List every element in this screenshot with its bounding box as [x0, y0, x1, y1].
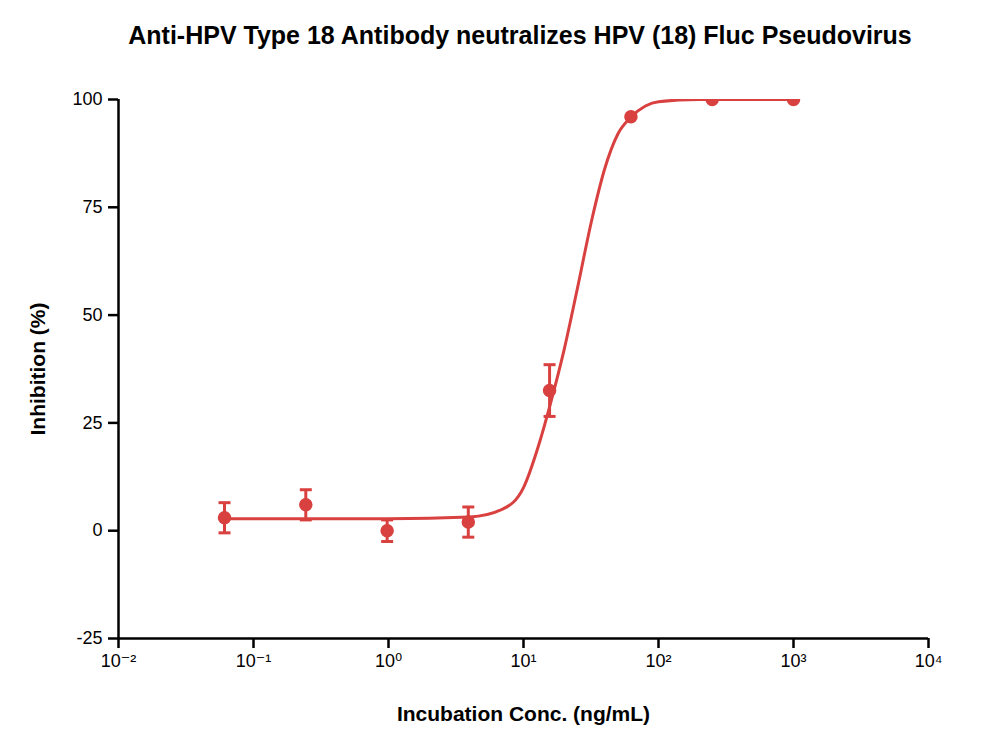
svg-text:-25: -25 — [76, 628, 102, 648]
svg-text:10²: 10² — [645, 651, 671, 671]
svg-text:10³: 10³ — [780, 651, 806, 671]
svg-text:100: 100 — [72, 89, 102, 109]
svg-text:25: 25 — [82, 413, 102, 433]
html-text:Anti-HPV Type 18 Antibody neut: Anti-HPV Type 18 Antibody neutralizes HP… — [128, 21, 912, 49]
svg-text:75: 75 — [82, 197, 102, 217]
svg-text:10⁴: 10⁴ — [915, 651, 943, 671]
svg-text:Inhibition (%): Inhibition (%) — [26, 303, 49, 436]
svg-text:0: 0 — [92, 520, 102, 540]
svg-text:10¹: 10¹ — [510, 651, 536, 671]
svg-text:50: 50 — [82, 305, 102, 325]
svg-text:10⁰: 10⁰ — [375, 651, 402, 671]
svg-text:10⁻²: 10⁻² — [101, 651, 137, 671]
svg-text:Incubation Conc. (ng/mL): Incubation Conc. (ng/mL) — [397, 702, 650, 725]
svg-text:10⁻¹: 10⁻¹ — [236, 651, 272, 671]
